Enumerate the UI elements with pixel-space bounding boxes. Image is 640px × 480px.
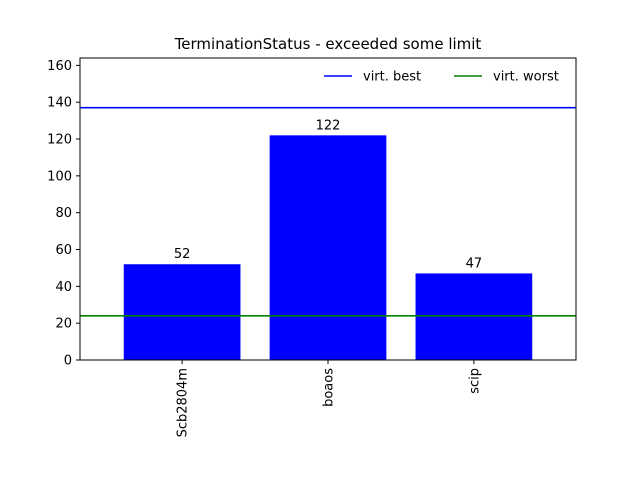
bar-scip xyxy=(415,273,533,360)
y-tick-label: 160 xyxy=(47,59,72,74)
legend-label: virt. worst xyxy=(493,70,559,85)
x-tick-label: Scb2804m xyxy=(176,368,191,437)
bar-value-label: 122 xyxy=(316,118,341,133)
x-tick-label: scip xyxy=(467,368,482,394)
y-tick-label: 80 xyxy=(55,206,72,221)
bar-value-label: 47 xyxy=(466,256,483,271)
bar-boaos xyxy=(269,135,387,360)
y-tick-label: 140 xyxy=(47,96,72,111)
y-axis: 0 20 40 60 80 100 120 140 160 xyxy=(47,59,80,369)
plot-frame xyxy=(79,57,577,361)
y-tick-label: 100 xyxy=(47,169,72,184)
x-tick-label: boaos xyxy=(322,368,337,407)
y-tick-label: 60 xyxy=(55,243,72,258)
y-tick-label: 40 xyxy=(55,280,72,295)
bar-scb2804m xyxy=(123,264,241,360)
reference-lines-layer xyxy=(80,106,576,317)
legend-label: virt. best xyxy=(363,70,421,85)
y-tick-label: 120 xyxy=(47,133,72,148)
y-tick-label: 20 xyxy=(55,317,72,332)
x-axis: Scb2804m boaos scip xyxy=(176,360,482,437)
chart-title: TerminationStatus - exceeded some limit xyxy=(174,35,482,53)
legend: virt. best virt. worst xyxy=(324,70,559,85)
bar-value-label: 52 xyxy=(174,247,191,262)
bars-layer: 52 122 47 xyxy=(123,118,533,360)
y-tick-label: 0 xyxy=(64,354,72,369)
